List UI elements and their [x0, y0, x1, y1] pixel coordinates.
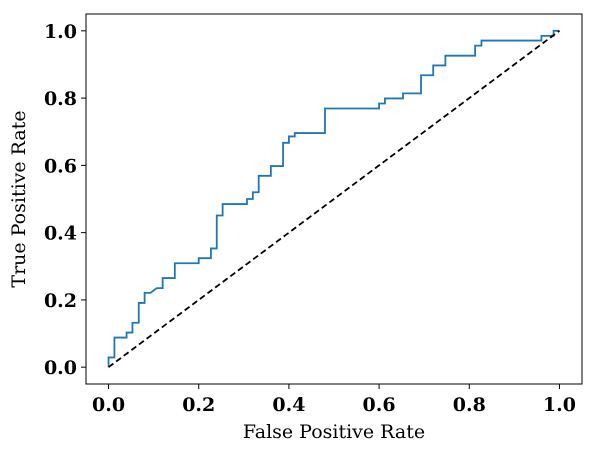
- y-tick-label: 0.0: [44, 357, 77, 379]
- x-tick-label: 0.8: [453, 394, 486, 416]
- x-axis-label: False Positive Rate: [243, 421, 425, 443]
- y-axis: 0.0 0.2 0.4 0.6 0.8 1.0: [44, 21, 86, 379]
- y-tick-label: 0.8: [44, 88, 77, 110]
- x-tick-label: 0.4: [272, 394, 305, 416]
- y-tick-label: 0.6: [44, 155, 77, 177]
- chance-diagonal-line: [108, 30, 560, 368]
- y-tick-label: 1.0: [44, 21, 77, 43]
- plot-area: [107, 29, 560, 368]
- x-tick-label: 0.6: [363, 394, 396, 416]
- x-tick-label: 1.0: [543, 394, 576, 416]
- x-tick-label: 0.0: [92, 394, 125, 416]
- x-tick-label: 0.2: [182, 394, 215, 416]
- roc-curve-line: [107, 29, 560, 368]
- axes-frame: [85, 13, 583, 385]
- y-tick-label: 0.4: [44, 223, 77, 245]
- x-axis: 0.0 0.2 0.4 0.6 0.8 1.0: [92, 384, 576, 416]
- y-tick-label: 0.2: [44, 290, 77, 312]
- y-axis-label: True Positive Rate: [8, 110, 30, 287]
